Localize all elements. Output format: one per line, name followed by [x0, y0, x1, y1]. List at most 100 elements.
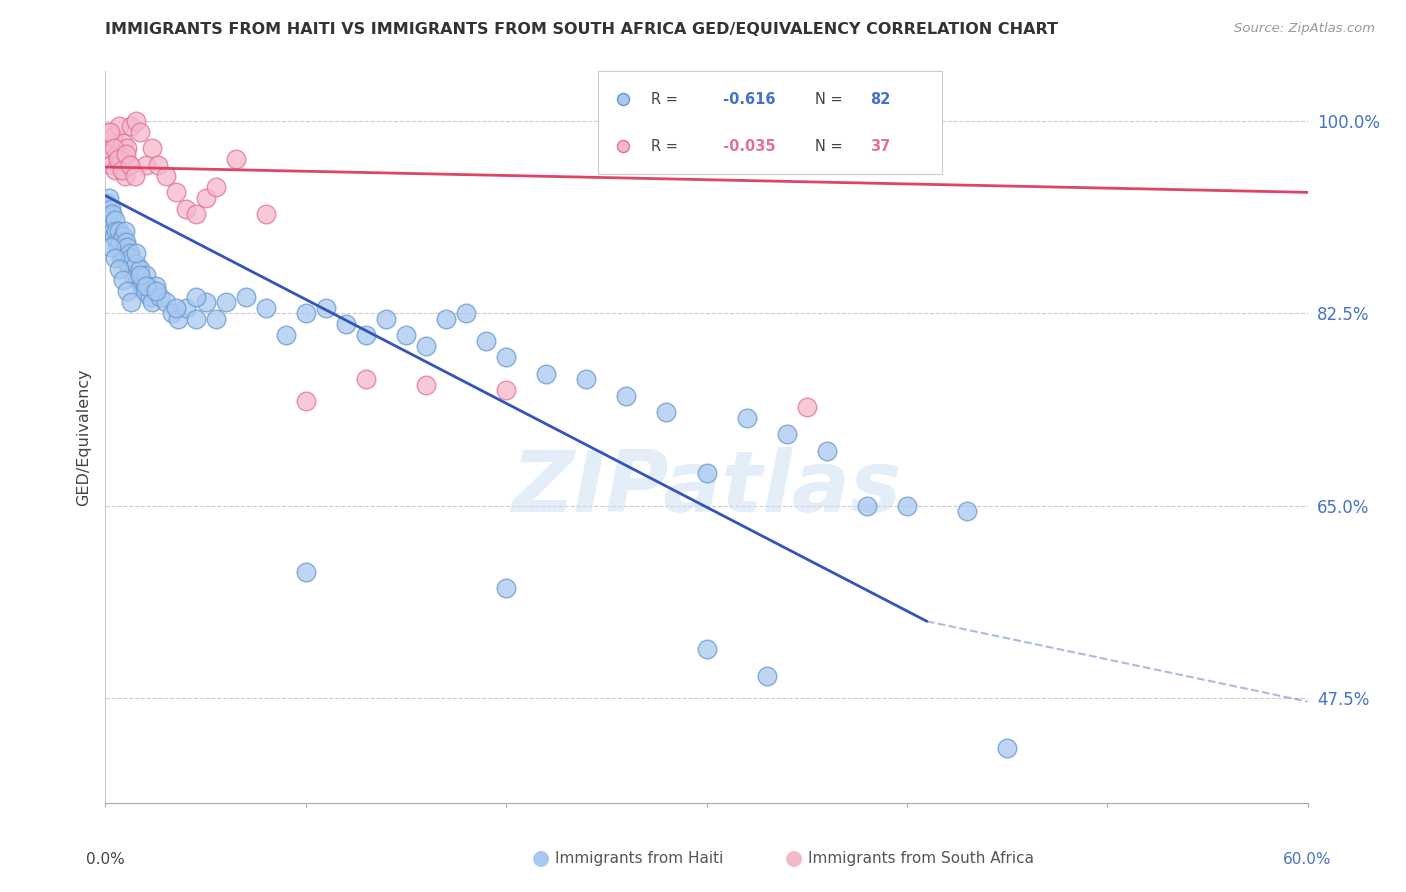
Point — [395, 328, 418, 343]
Point — [104, 163, 127, 178]
Text: 60.0%: 60.0% — [1284, 852, 1331, 867]
Point — [855, 499, 877, 513]
Point — [111, 163, 134, 178]
Point — [295, 394, 318, 409]
Point — [136, 278, 159, 293]
Point — [254, 207, 277, 221]
Point — [103, 130, 125, 145]
Point — [121, 295, 143, 310]
Point — [122, 268, 145, 282]
Point — [111, 245, 134, 260]
Point — [110, 252, 132, 266]
Point — [117, 285, 139, 299]
Text: ●: ● — [533, 848, 550, 868]
Point — [100, 219, 122, 233]
Point — [108, 120, 131, 134]
Point — [534, 367, 557, 381]
Text: N =: N = — [814, 139, 842, 153]
Point — [100, 125, 122, 139]
Point — [104, 212, 127, 227]
Point — [97, 212, 120, 227]
Point — [796, 400, 818, 414]
Point — [735, 410, 758, 425]
Point — [165, 186, 187, 200]
Point — [354, 372, 377, 386]
Text: Immigrants from Haiti: Immigrants from Haiti — [555, 851, 724, 865]
Point — [148, 290, 170, 304]
Point — [100, 240, 122, 254]
Point — [166, 311, 188, 326]
Point — [104, 252, 127, 266]
Point — [204, 311, 226, 326]
Point — [254, 301, 277, 315]
Point — [755, 669, 778, 683]
Point — [117, 141, 139, 155]
Point — [100, 202, 122, 216]
Point — [776, 427, 799, 442]
Point — [135, 278, 157, 293]
Point — [121, 252, 143, 266]
Text: 0.0%: 0.0% — [86, 852, 125, 867]
Point — [335, 318, 357, 332]
Point — [105, 224, 128, 238]
Point — [434, 311, 457, 326]
Text: Source: ZipAtlas.com: Source: ZipAtlas.com — [1234, 22, 1375, 36]
Point — [117, 240, 139, 254]
Text: R =: R = — [651, 92, 678, 106]
Point — [184, 290, 207, 304]
Point — [995, 740, 1018, 755]
Point — [118, 262, 141, 277]
Point — [118, 158, 141, 172]
Point — [114, 245, 136, 260]
Point — [98, 125, 121, 139]
Point — [101, 207, 124, 221]
Point — [165, 301, 187, 315]
Point — [184, 311, 207, 326]
Point — [456, 306, 478, 320]
Point — [115, 235, 138, 249]
Point — [108, 224, 131, 238]
Point — [103, 141, 125, 155]
Point — [115, 146, 138, 161]
Point — [96, 141, 118, 155]
Point — [124, 245, 146, 260]
Point — [138, 290, 160, 304]
Point — [121, 120, 143, 134]
Point — [132, 285, 155, 299]
Text: -0.616: -0.616 — [718, 92, 776, 106]
Point — [174, 301, 197, 315]
Point — [128, 125, 150, 139]
Point — [655, 405, 678, 419]
Point — [194, 295, 217, 310]
Point — [315, 301, 337, 315]
Point — [495, 384, 517, 398]
Text: IMMIGRANTS FROM HAITI VS IMMIGRANTS FROM SOUTH AFRICA GED/EQUIVALENCY CORRELATIO: IMMIGRANTS FROM HAITI VS IMMIGRANTS FROM… — [105, 22, 1059, 37]
Point — [204, 179, 226, 194]
Point — [108, 262, 131, 277]
Point — [124, 169, 146, 183]
Point — [120, 245, 142, 260]
Point — [107, 146, 129, 161]
Point — [374, 311, 398, 326]
Point — [575, 372, 598, 386]
Point — [815, 443, 838, 458]
Text: -0.035: -0.035 — [718, 139, 776, 153]
Point — [107, 153, 129, 167]
Point — [495, 582, 517, 596]
Point — [128, 262, 150, 277]
Text: Immigrants from South Africa: Immigrants from South Africa — [808, 851, 1035, 865]
Point — [112, 229, 135, 244]
Point — [696, 641, 718, 656]
Point — [616, 389, 638, 403]
Point — [174, 202, 197, 216]
Point — [114, 224, 136, 238]
Point — [495, 351, 517, 365]
Point — [145, 278, 167, 293]
Point — [354, 328, 377, 343]
Text: ●: ● — [786, 848, 803, 868]
Point — [155, 295, 177, 310]
Point — [124, 257, 146, 271]
Point — [184, 207, 207, 221]
Point — [96, 196, 118, 211]
Text: ZIPatlas: ZIPatlas — [512, 447, 901, 530]
